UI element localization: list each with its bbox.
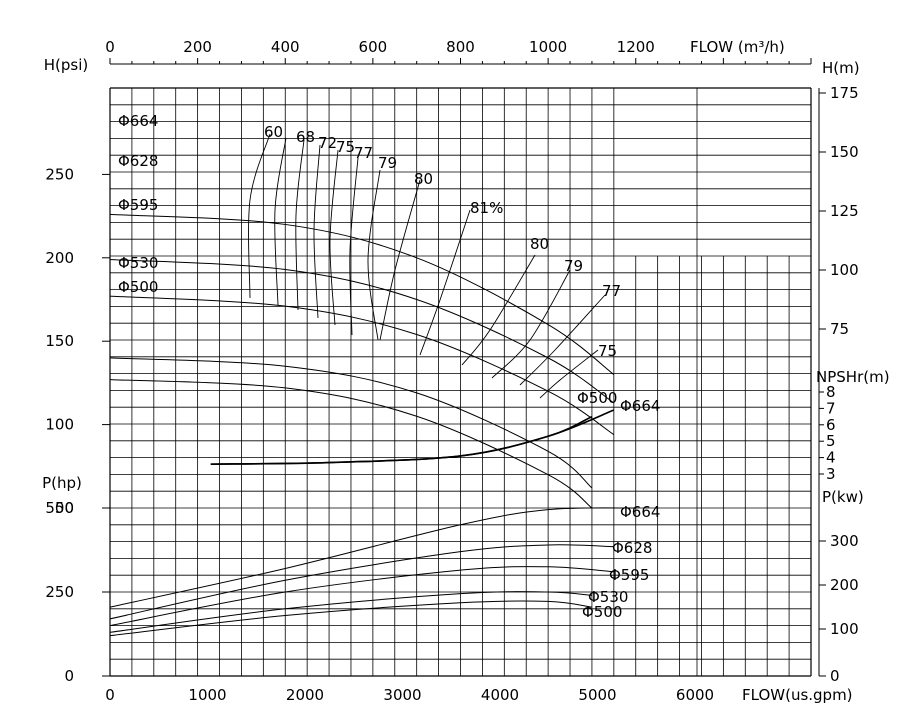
efficiency-label: 79 [378, 154, 397, 172]
efficiency-line [379, 179, 421, 341]
efficiency-line [419, 209, 471, 356]
npsh-curve-label: Φ664 [620, 397, 660, 415]
power-curve-label: Φ500 [582, 603, 622, 621]
power-kw-title: P(kw) [822, 488, 864, 506]
psi-tick-label: 50 [55, 499, 74, 517]
hp-tick-label: 0 [64, 667, 74, 685]
power-curve [109, 591, 592, 633]
efficiency-line [313, 144, 321, 319]
efficiency-line [539, 349, 599, 399]
bottom-tick-label: 5000 [578, 686, 616, 704]
top-tick-label: 0 [105, 38, 115, 56]
npsh-tick-label: 5 [826, 432, 836, 450]
bottom-tick-label: 6000 [676, 686, 714, 704]
top-tick-label: 800 [446, 38, 475, 56]
efficiency-line [349, 157, 359, 336]
efficiency-label: 75 [598, 342, 617, 360]
top-tick-label: 200 [183, 38, 212, 56]
efficiency-label: 72 [318, 134, 337, 152]
efficiency-label: 81% [470, 199, 503, 217]
hp-tick-label: 250 [45, 583, 74, 601]
kw-tick-label: 300 [830, 532, 859, 550]
psi-tick-label: 200 [45, 249, 74, 267]
kw-tick-label: 0 [830, 667, 840, 685]
power-curve [109, 600, 593, 637]
efficiency-label: 75 [336, 138, 355, 156]
efficiency-line [519, 294, 606, 386]
bottom-tick-label: 3000 [383, 686, 421, 704]
bottom-tick-label: 1000 [188, 686, 226, 704]
curves [109, 133, 636, 637]
bottom-axis-title: FLOW(us.gpm) [742, 686, 853, 704]
bottom-tick-label: 2000 [286, 686, 324, 704]
head-curve-label: Φ595 [118, 196, 158, 214]
power-curve [109, 507, 636, 608]
frame [102, 58, 826, 677]
power-curve-label: Φ628 [612, 539, 652, 557]
top-tick-label: 1000 [529, 38, 567, 56]
npsh-curve [210, 409, 615, 465]
head-m-title: H(m) [822, 59, 860, 77]
head-curve [109, 379, 593, 509]
efficiency-label: 77 [354, 144, 373, 162]
psi-tick-label: 100 [45, 416, 74, 434]
top-tick-label: 400 [271, 38, 300, 56]
efficiency-label: 80 [530, 235, 549, 253]
head-curve [109, 213, 615, 375]
head-curve-label: Φ628 [118, 152, 158, 170]
efficiency-line [367, 169, 381, 341]
efficiency-label: 77 [602, 282, 621, 300]
psi-tick-label: 150 [45, 332, 74, 350]
top-tick-label: 1200 [617, 38, 655, 56]
top-tick-label: 600 [359, 38, 388, 56]
npsh-tick-label: 7 [826, 399, 836, 417]
power-curve-label: Φ530 [588, 588, 628, 606]
npsh-tick-label: 8 [826, 383, 836, 401]
head-m-tick-label: 150 [830, 143, 859, 161]
power-curve-label: Φ595 [609, 566, 649, 584]
kw-tick-label: 200 [830, 576, 859, 594]
head-curve-label: Φ530 [118, 254, 158, 272]
efficiency-line [461, 254, 536, 366]
npsh-tick-label: 4 [826, 449, 836, 467]
grid [109, 87, 812, 677]
power-curve-label: Φ664 [620, 503, 660, 521]
power-curve [109, 566, 614, 627]
efficiency-line [274, 137, 287, 306]
efficiency-label: 60 [264, 123, 283, 141]
hp-tick-label: 500 [45, 499, 74, 517]
head-curve-label: Φ500 [118, 278, 158, 296]
top-axis-title: FLOW (m³/h) [690, 38, 785, 56]
head-curve [109, 295, 615, 436]
bottom-tick-label: 0 [105, 686, 115, 704]
head-curve-label: Φ664 [118, 112, 158, 130]
efficiency-label: 79 [564, 257, 583, 275]
efficiency-line [295, 139, 305, 311]
power-curve [109, 544, 614, 620]
efficiency-line [248, 133, 271, 299]
efficiency-label: 68 [296, 128, 315, 146]
efficiency-line [329, 149, 339, 326]
npsh-title: NPSHr(m) [816, 368, 890, 386]
npsh-tick-label: 6 [826, 416, 836, 434]
head-m-tick-label: 75 [830, 320, 849, 338]
head-curve [109, 258, 615, 404]
head-m-tick-label: 100 [830, 261, 859, 279]
efficiency-line [491, 269, 571, 379]
kw-tick-label: 100 [830, 620, 859, 638]
head-m-tick-label: 175 [830, 84, 859, 102]
head-psi-title: H(psi) [44, 56, 89, 74]
npsh-curve-label: Φ500 [577, 389, 617, 407]
power-hp-title: P(hp) [42, 474, 82, 492]
npsh-tick-label: 3 [826, 465, 836, 483]
psi-tick-label: 250 [45, 165, 74, 183]
bottom-tick-label: 4000 [481, 686, 519, 704]
head-curve [109, 357, 593, 489]
efficiency-label: 80 [414, 170, 433, 188]
head-m-tick-label: 125 [830, 202, 859, 220]
